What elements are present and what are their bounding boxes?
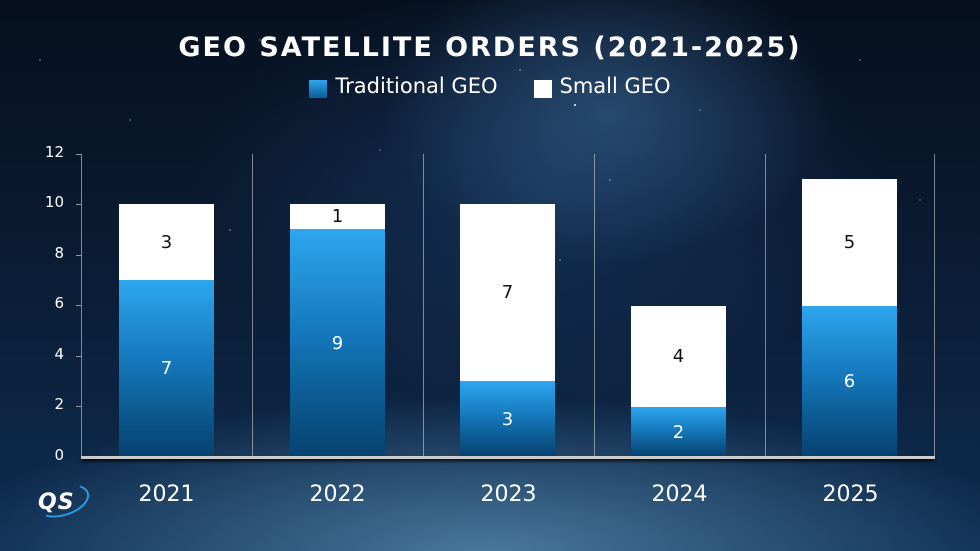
y-tick-label: 4 <box>54 345 64 363</box>
y-tick-mark <box>76 204 81 205</box>
bar-segment-small-geo[interactable]: 5 <box>802 179 897 306</box>
legend-swatch-blue <box>309 80 328 98</box>
category-separator <box>765 154 766 456</box>
bar-segment-traditional-geo[interactable]: 3 <box>460 381 555 457</box>
category-separator <box>252 154 253 456</box>
x-tick-label: 2021 <box>138 482 195 507</box>
x-axis <box>81 456 935 459</box>
bar-segment-traditional-geo[interactable]: 7 <box>119 280 214 457</box>
bar-2022[interactable]: 1 9 <box>290 204 385 457</box>
bar-2021[interactable]: 3 7 <box>119 204 214 457</box>
qs-logo: QS <box>38 490 75 515</box>
x-tick-label: 2022 <box>309 482 366 507</box>
legend: Traditional GEO Small GEO <box>0 74 980 98</box>
bar-segment-small-geo[interactable]: 4 <box>631 306 726 407</box>
y-tick-mark <box>76 255 81 256</box>
bar-2024[interactable]: 4 2 <box>631 306 726 457</box>
x-tick-label: 2025 <box>822 482 879 507</box>
x-tick-label: 2023 <box>480 482 537 507</box>
legend-label: Small GEO <box>559 74 671 98</box>
y-tick-mark <box>76 406 81 407</box>
category-separator <box>594 154 595 456</box>
bar-segment-small-geo[interactable]: 7 <box>460 204 555 381</box>
legend-swatch-white <box>533 80 552 98</box>
category-separator <box>423 154 424 456</box>
y-tick-mark <box>76 154 81 155</box>
y-tick-label: 6 <box>54 294 64 312</box>
y-tick-label: 12 <box>44 143 64 161</box>
bar-segment-traditional-geo[interactable]: 2 <box>631 407 726 457</box>
category-separator <box>934 154 935 456</box>
y-tick-label: 2 <box>54 395 64 413</box>
y-tick-label: 10 <box>44 193 64 211</box>
bar-2023[interactable]: 7 3 <box>460 204 555 457</box>
y-tick-mark <box>76 305 81 306</box>
bar-segment-small-geo[interactable]: 3 <box>119 204 214 280</box>
y-tick-label: 0 <box>54 446 64 464</box>
bar-segment-traditional-geo[interactable]: 6 <box>802 306 897 457</box>
x-tick-label: 2024 <box>651 482 708 507</box>
legend-label: Traditional GEO <box>335 74 498 98</box>
legend-item-small-geo: Small GEO <box>533 74 671 98</box>
y-tick-label: 8 <box>54 244 64 262</box>
y-axis <box>81 154 82 457</box>
y-tick-mark <box>76 356 81 357</box>
chart-title: GEO SATELLITE ORDERS (2021-2025) <box>178 32 802 63</box>
legend-item-traditional-geo: Traditional GEO <box>309 74 498 98</box>
bar-2025[interactable]: 5 6 <box>802 179 897 457</box>
bar-segment-traditional-geo[interactable]: 9 <box>290 229 385 457</box>
bar-segment-small-geo[interactable]: 1 <box>290 204 385 229</box>
